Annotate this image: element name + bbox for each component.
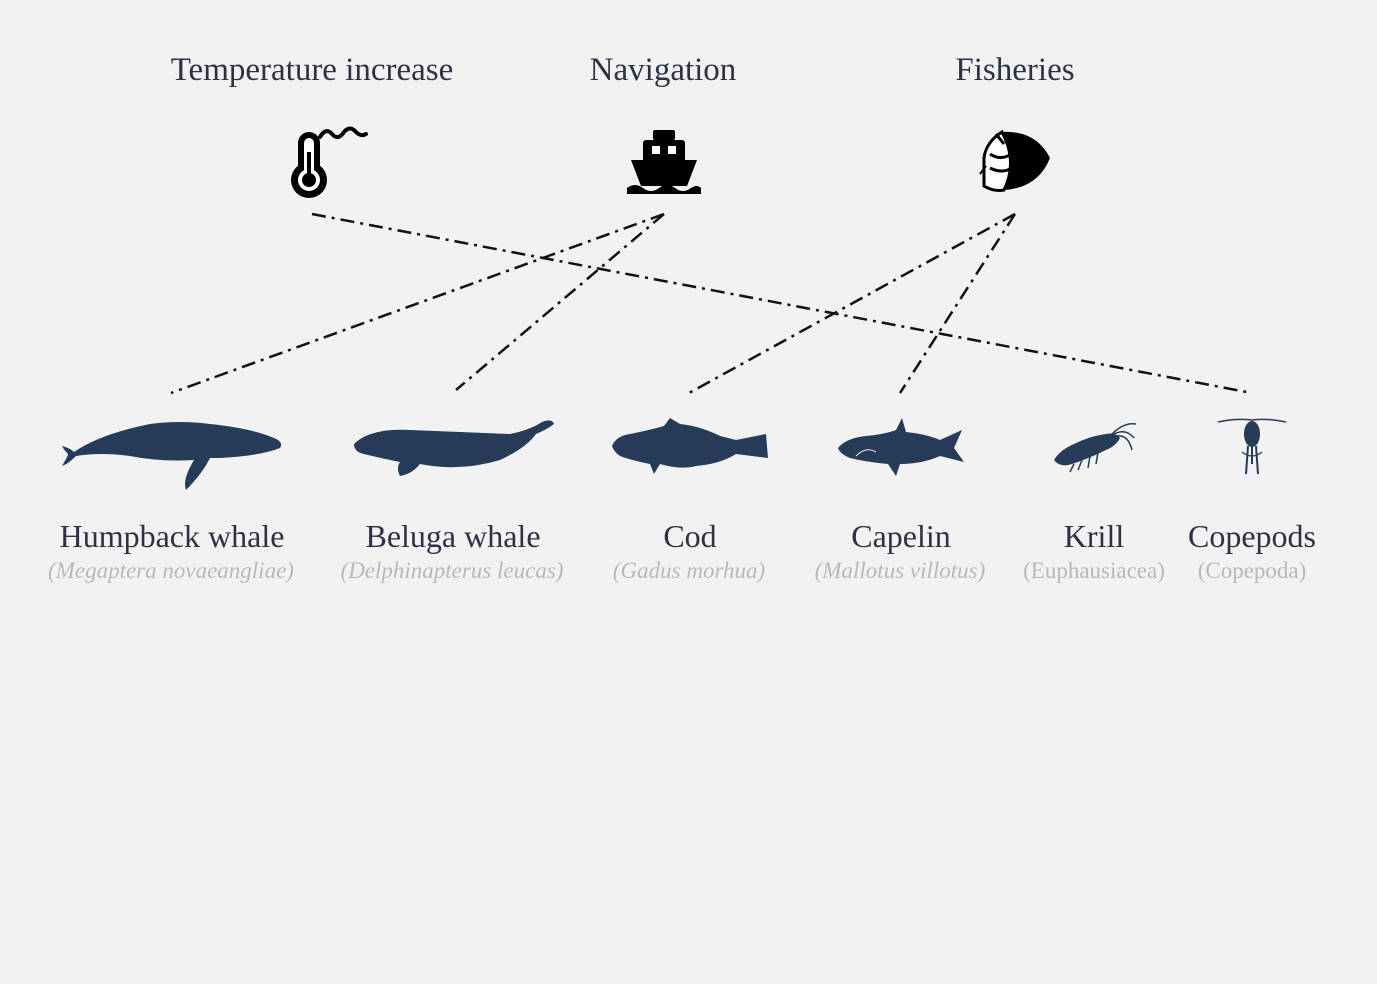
species-latin-copepods: (Copepoda) bbox=[1197, 558, 1307, 583]
cod-icon bbox=[612, 418, 768, 474]
capelin-icon bbox=[838, 418, 964, 476]
species-latin-krill: (Euphausiacea) bbox=[1023, 558, 1165, 583]
link-fisheries-cod bbox=[688, 212, 1016, 395]
link-navigation-beluga bbox=[455, 213, 665, 391]
stressor-label-navigation: Navigation bbox=[589, 52, 737, 88]
fishing-net-icon bbox=[979, 129, 1050, 192]
krill-icon bbox=[1054, 422, 1137, 473]
link-temperature-copepods bbox=[311, 212, 1253, 395]
species-latin-beluga: (Delphinapterus leucas) bbox=[340, 558, 564, 583]
link-navigation-humpback bbox=[170, 212, 665, 395]
species-latin-humpback: (Megaptera novaeangliae) bbox=[48, 558, 294, 583]
beluga-whale-icon bbox=[354, 420, 554, 476]
species-name-krill: Krill bbox=[1063, 518, 1125, 554]
stressor-label-fisheries: Fisheries bbox=[955, 52, 1075, 88]
humpback-whale-icon bbox=[62, 422, 282, 490]
species-name-copepods: Copepods bbox=[1188, 518, 1316, 554]
species-name-humpback: Humpback whale bbox=[59, 518, 285, 554]
species-latin-cod: (Gadus morhua) bbox=[612, 558, 766, 583]
species-latin-capelin: (Mallotus villotus) bbox=[814, 558, 986, 583]
species-name-cod: Cod bbox=[663, 518, 717, 554]
link-fisheries-capelin bbox=[898, 213, 1017, 394]
species-name-capelin: Capelin bbox=[851, 518, 951, 554]
thermometer-icon bbox=[291, 126, 368, 198]
copepod-icon bbox=[1217, 418, 1287, 475]
ship-icon bbox=[627, 130, 701, 194]
stressor-label-temperature: Temperature increase bbox=[170, 52, 454, 88]
species-name-beluga: Beluga whale bbox=[365, 518, 541, 554]
